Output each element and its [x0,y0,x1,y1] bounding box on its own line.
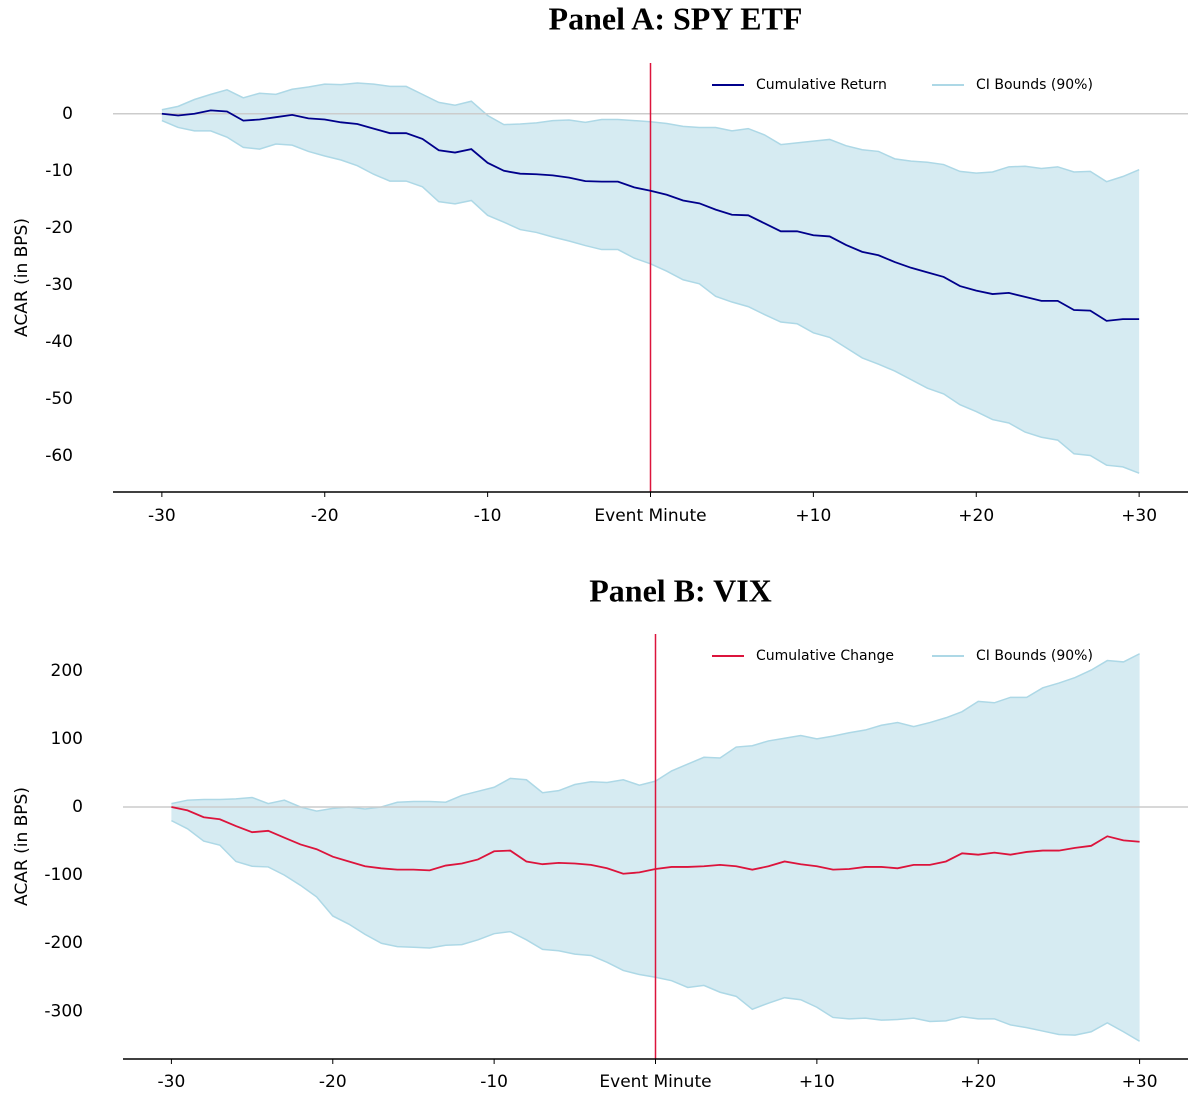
y-tick-label: -60 [45,446,73,466]
y-tick-label: -300 [44,1001,83,1021]
x-tick-label: -10 [474,506,502,526]
series-line [171,806,1140,875]
x-tick-label: Event Minute [599,1072,711,1092]
y-tick-label: 200 [51,661,83,681]
y-axis-label: ACAR (in BPS) [12,787,32,906]
legend-label: CI Bounds (90%) [976,648,1093,664]
y-tick-label: -10 [45,161,73,181]
x-tick-label: +30 [1121,506,1157,526]
y-axis-label: ACAR (in BPS) [12,218,32,337]
x-tick-label: -30 [158,1072,186,1092]
y-tick-label: 0 [62,104,73,124]
legend-label: Cumulative Change [756,648,894,664]
legend-label: CI Bounds (90%) [976,77,1093,93]
y-tick-label: 0 [72,797,83,817]
chart-title: Panel A: SPY ETF [549,0,803,36]
chart-title: Panel B: VIX [589,572,772,608]
y-tick-label: -100 [44,865,83,885]
x-tick-label: -30 [148,506,176,526]
x-tick-label: +30 [1122,1072,1158,1092]
x-tick-label: -20 [319,1072,347,1092]
series-line [161,109,1140,322]
x-tick-label: Event Minute [594,506,706,526]
y-tick-label: -20 [45,218,73,238]
y-tick-label: -30 [45,275,73,295]
y-tick-label: 100 [51,729,83,749]
x-tick-label: +10 [799,1072,835,1092]
x-tick-label: +10 [795,506,831,526]
x-tick-label: +20 [958,506,994,526]
x-tick-label: -10 [480,1072,508,1092]
x-tick-label: +20 [960,1072,996,1092]
y-tick-label: -40 [45,332,73,352]
y-tick-label: -50 [45,389,73,409]
x-tick-label: -20 [311,506,339,526]
y-tick-label: -200 [44,933,83,953]
legend-label: Cumulative Return [756,77,887,93]
